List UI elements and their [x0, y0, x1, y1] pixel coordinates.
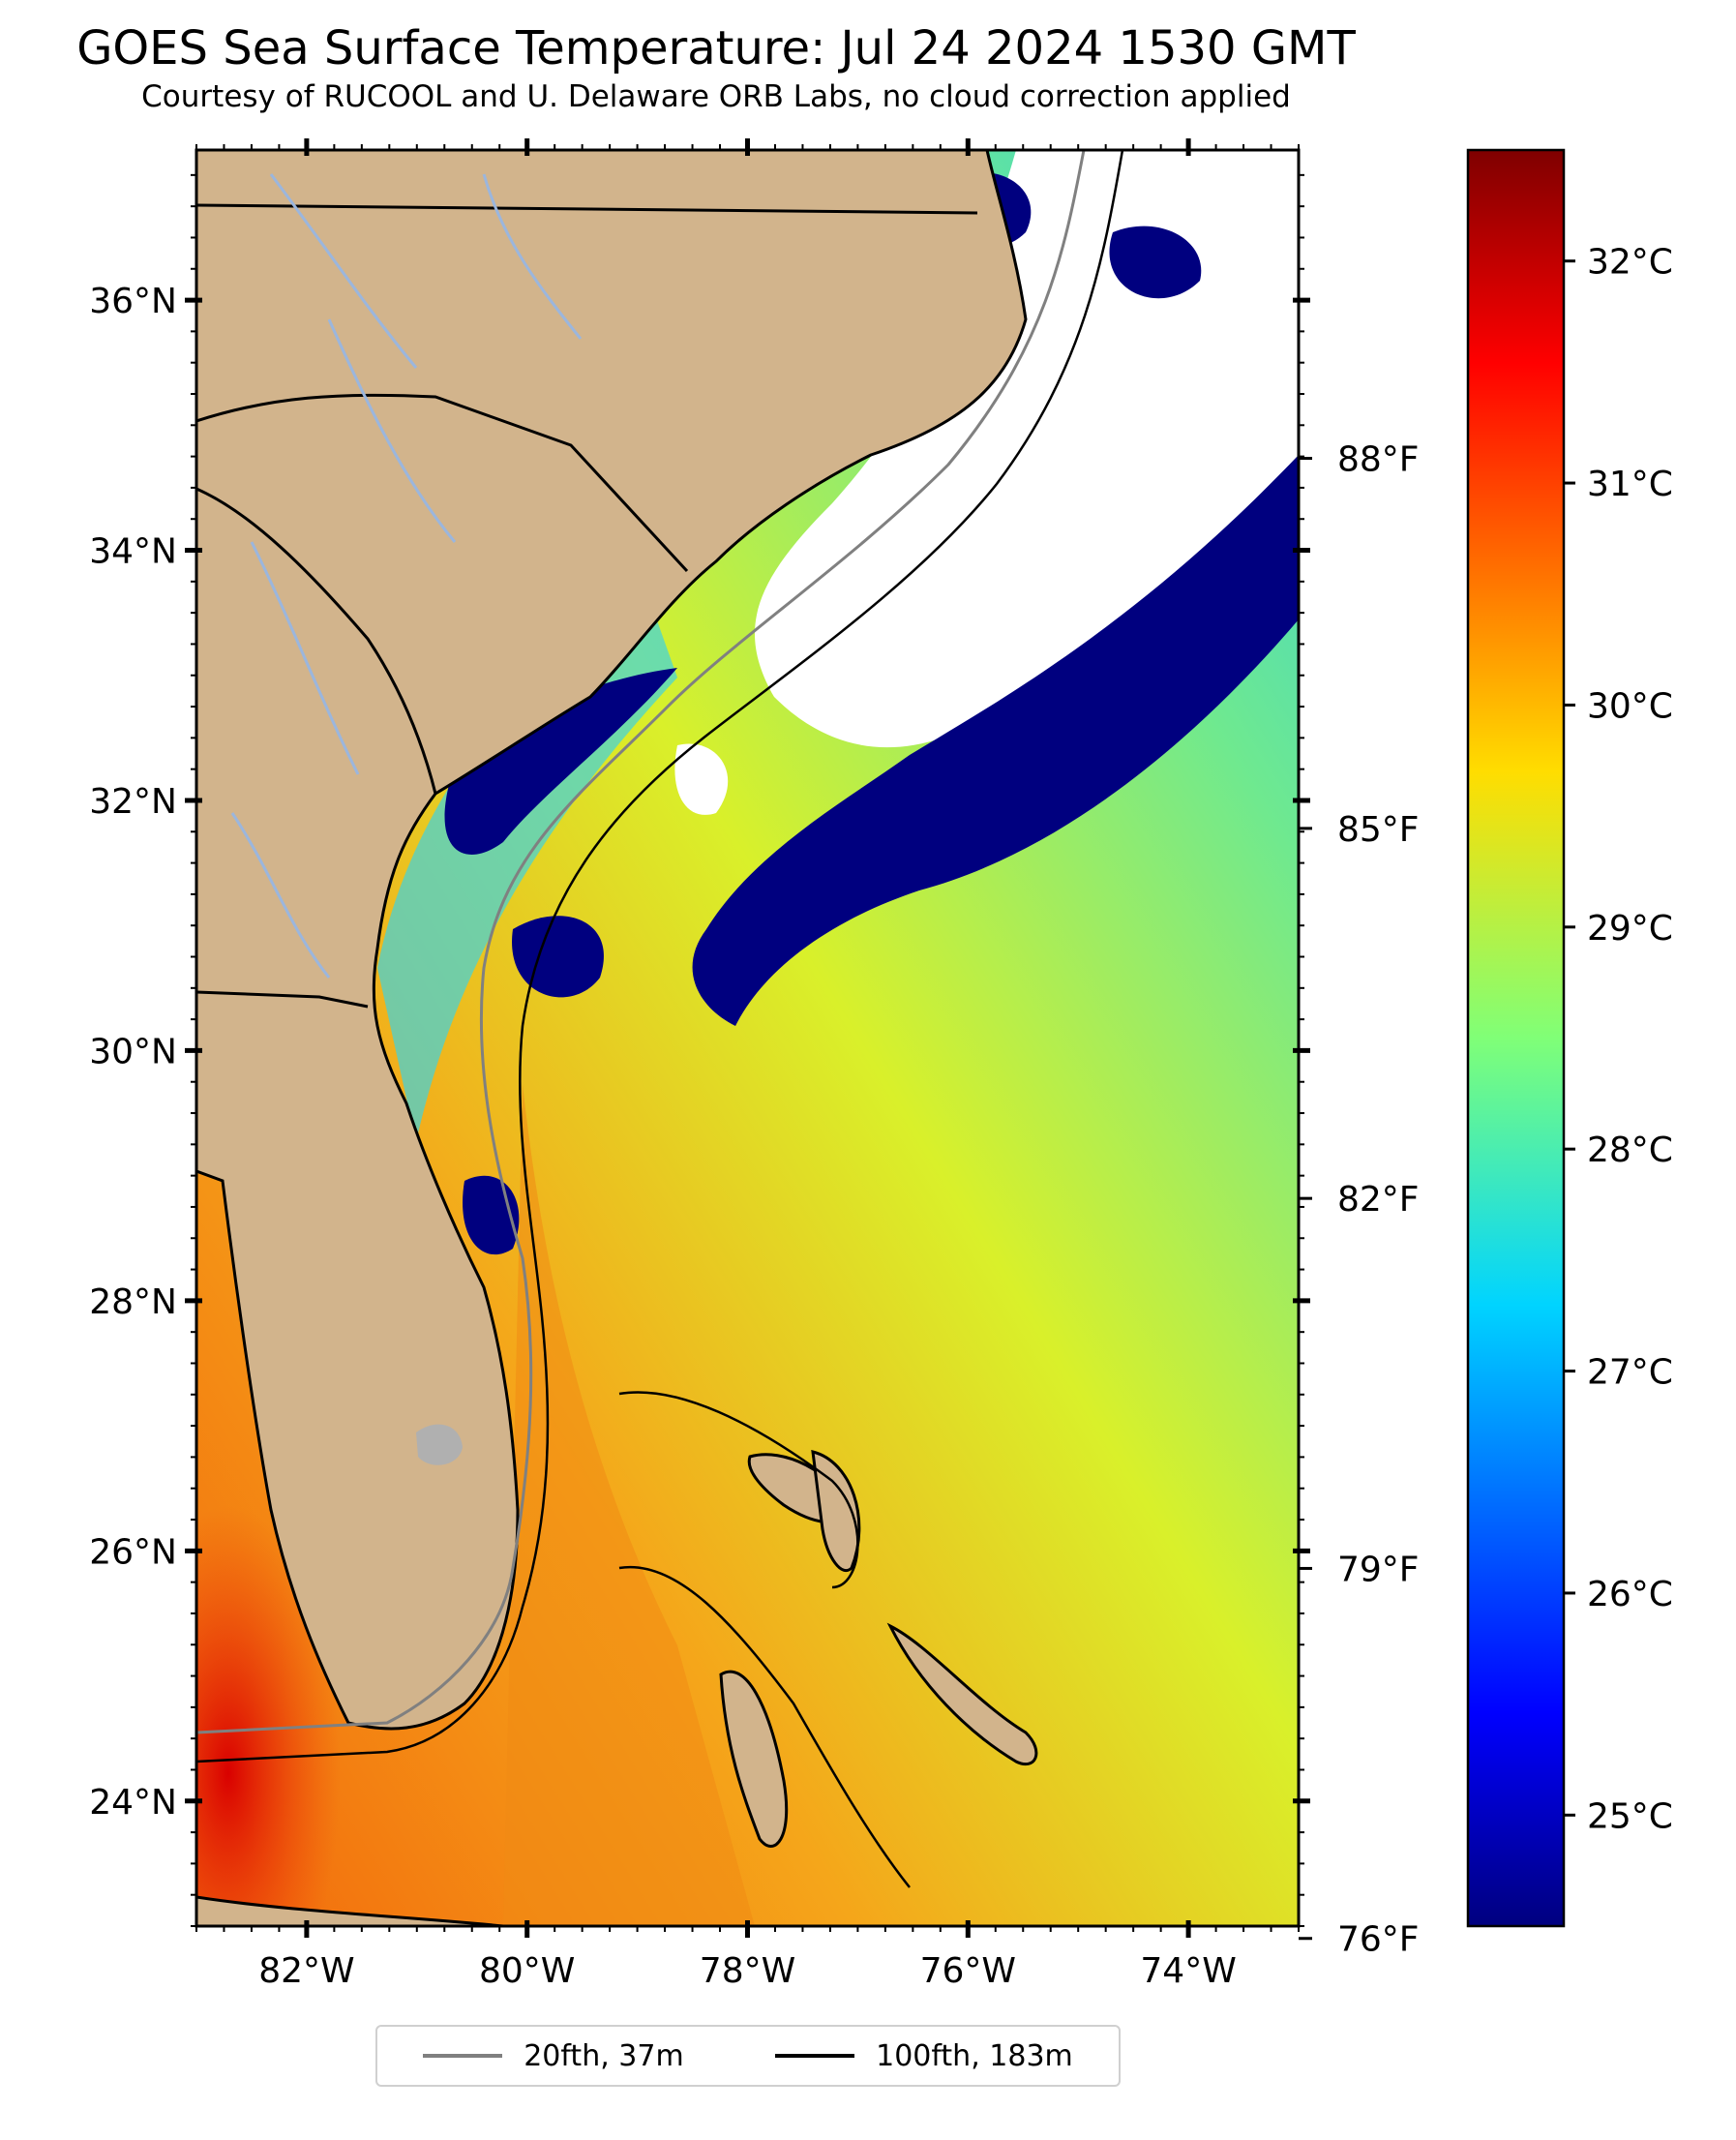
fahrenheit-tick-label: 76°F	[1337, 1920, 1420, 1960]
cloud-patch-3	[512, 916, 604, 998]
lake-okeechobee	[416, 1424, 463, 1465]
cloud-patch-2	[1109, 226, 1202, 299]
longitude-axis: 82°W 80°W 78°W 76°W 74°W	[195, 138, 1300, 1991]
andros-island	[719, 1670, 789, 1848]
gulf-stream-warm-band	[503, 1084, 755, 1926]
colorbar-tick-label: 31°C	[1587, 465, 1673, 504]
colorbar-tick-label: 29°C	[1587, 909, 1673, 949]
eleuthera-island	[886, 1622, 1038, 1766]
fahrenheit-axis: 88°F 85°F 82°F 79°F 76°F	[1299, 440, 1420, 1960]
fahrenheit-tick-label: 85°F	[1337, 810, 1420, 850]
colorbar	[1466, 148, 1566, 1928]
isobath-bahamas	[618, 1391, 911, 1888]
legend-swatch-100fth	[775, 2054, 855, 2058]
state-border-ga-fl	[196, 990, 369, 1009]
chart-subtitle: Courtesy of RUCOOL and U. Delaware ORB L…	[141, 79, 1291, 114]
fahrenheit-tick-label: 88°F	[1337, 440, 1420, 480]
legend-swatch-20fth	[423, 2054, 503, 2058]
lat-tick-label: 28°N	[89, 1282, 177, 1322]
cloud-mask-dark	[692, 455, 1299, 1026]
us-mainland	[196, 150, 1028, 1731]
lat-tick-label: 30°N	[89, 1032, 177, 1071]
legend-item-20fth: 20fth, 37m	[423, 2038, 684, 2073]
lon-tick-label: 74°W	[1140, 1951, 1236, 1991]
isobath-100fth	[196, 150, 1124, 1763]
cloud-mask-white	[755, 150, 1299, 748]
colorbar-tick-label: 25°C	[1587, 1796, 1673, 1836]
colorbar-tick-label: 26°C	[1587, 1575, 1673, 1614]
legend-item-100fth: 100fth, 183m	[775, 2039, 1073, 2073]
lon-tick-label: 82°W	[258, 1951, 354, 1991]
rivers	[230, 173, 583, 979]
abaco-island	[811, 1450, 861, 1572]
lat-tick-label: 34°N	[89, 532, 177, 572]
cloud-mask-nearshore	[444, 668, 677, 856]
isobath-legend: 20fth, 37m 100fth, 183m	[375, 2025, 1121, 2087]
colorbar-tick-label: 28°C	[1587, 1130, 1673, 1170]
state-border-nc-sc	[196, 393, 689, 573]
lon-tick-label: 78°W	[700, 1951, 795, 1991]
fahrenheit-tick-label: 82°F	[1337, 1180, 1420, 1220]
colorbar-ticks: 25°C 26°C 27°C 28°C 29°C 30°C 31°C 32°C	[1564, 243, 1673, 1836]
lat-tick-label: 36°N	[89, 282, 177, 321]
lon-tick-label: 80°W	[479, 1951, 575, 1991]
state-border-nc-va	[196, 203, 978, 215]
fahrenheit-tick-label: 79°F	[1337, 1550, 1420, 1589]
latitude-axis: 36°N 34°N 32°N 30°N 28°N 26°N 24°N	[89, 173, 1310, 1927]
colorbar-tick-label: 32°C	[1587, 243, 1673, 283]
colorbar-tick-label: 27°C	[1587, 1353, 1673, 1393]
lon-tick-label: 76°W	[920, 1951, 1016, 1991]
lat-tick-label: 24°N	[89, 1783, 177, 1823]
lat-tick-label: 26°N	[89, 1532, 177, 1572]
legend-label-100fth: 100fth, 183m	[876, 2038, 1073, 2073]
isobath-20fth	[196, 150, 1086, 1734]
colorbar-tick-label: 30°C	[1587, 686, 1673, 726]
legend-label-20fth: 20fth, 37m	[524, 2038, 684, 2073]
state-border-sc-ga	[196, 487, 437, 795]
chart-title: GOES Sea Surface Temperature: Jul 24 202…	[76, 21, 1356, 75]
cloud-patch-5	[674, 743, 729, 815]
lat-tick-label: 32°N	[89, 782, 177, 822]
